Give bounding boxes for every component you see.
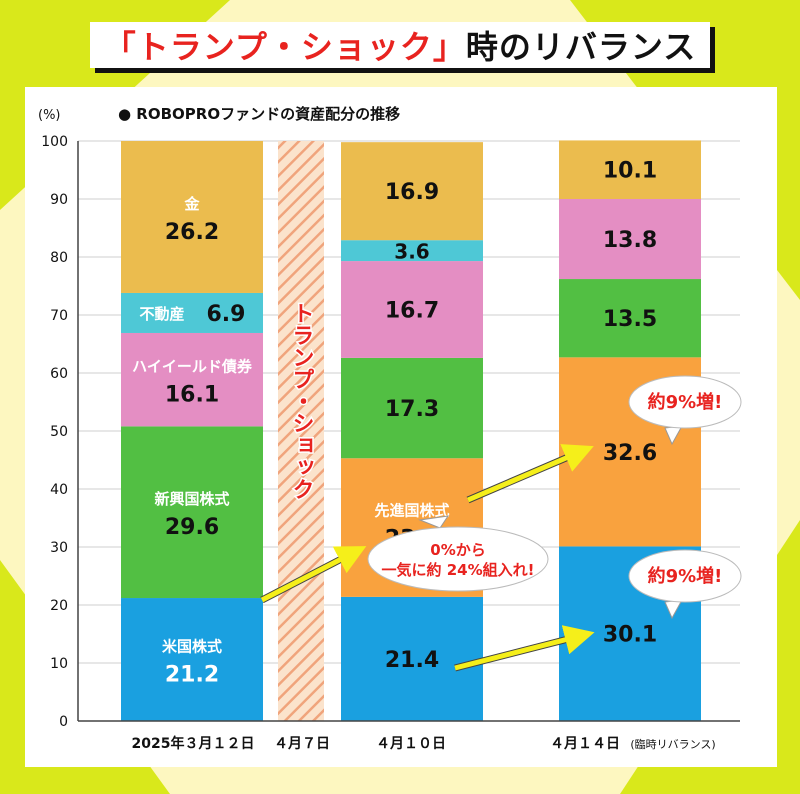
y-tick-label-30: 30 <box>50 540 68 556</box>
value-label-2-5: 10.1 <box>603 159 657 184</box>
y-axis-unit-label: (%) <box>38 108 61 123</box>
value-labels: 米国株式 21.2 新興国株式 29.6 ハイイールド債券 16.1 不動産 6.9 金 26.2… <box>132 159 657 688</box>
y-axis-ticks: 0 10 20 30 40 50 60 70 80 90 100 <box>41 134 68 730</box>
series-name-1-1: 先進国株式 <box>374 502 449 520</box>
value-label-1-4: 3.6 <box>394 240 429 264</box>
y-tick-label-100: 100 <box>41 134 68 150</box>
event-band <box>278 141 324 721</box>
value-label-0-3: 16.1 <box>165 383 219 408</box>
callout-1: 約9%増! <box>628 375 742 446</box>
bar-segment-0-2 <box>121 426 263 599</box>
callout-text-1-0: 約9%増! <box>648 391 723 413</box>
bar-segment-0-5 <box>121 141 263 293</box>
callout-bubble-0 <box>367 526 549 592</box>
value-label-2-3: 13.8 <box>603 228 657 253</box>
callout-text-0-1: 一気に約 24%組入れ! <box>382 561 535 579</box>
x-axis-labels: 2025年３月１２日 ４月７日 ４月１０日 ４月１４日 (臨時リバランス) <box>132 735 716 752</box>
arrow-2 <box>454 625 595 671</box>
arrow-1 <box>467 444 594 503</box>
value-label-2-0: 30.1 <box>603 623 657 648</box>
arrows <box>260 444 595 672</box>
subtitle: ● ROBOPROファンドの資産配分の推移 <box>118 105 400 123</box>
bar-segment-2-5 <box>559 140 701 199</box>
bar-segment-0-4 <box>121 292 263 333</box>
callout-tail-0 <box>418 515 450 529</box>
callout-text-0-0: 0%から <box>430 541 485 559</box>
y-tick-label-0: 0 <box>59 714 68 730</box>
bar-segment-1-2 <box>341 357 483 459</box>
series-name-0-4: 不動産 <box>139 305 184 323</box>
value-label-1-5: 16.9 <box>385 180 439 205</box>
y-tick-label-90: 90 <box>50 192 68 208</box>
x-tick-label-0: 2025年３月１２日 <box>132 735 255 752</box>
bar-segment-1-0 <box>341 596 483 721</box>
y-tick-label-80: 80 <box>50 250 68 266</box>
title-black-part: 時のリバランス <box>465 28 697 66</box>
value-label-1-0: 21.4 <box>385 648 439 673</box>
y-tick-label-70: 70 <box>50 308 68 324</box>
x-tick-label-1: ４月１０日 <box>376 736 446 752</box>
bar-segment-0-0 <box>121 598 263 721</box>
title-red-part: 「トランプ・ショック」 <box>103 28 466 66</box>
bar-segment-0-3 <box>121 332 263 427</box>
series-name-0-3: ハイイールド債券 <box>132 358 253 376</box>
y-tick-label-20: 20 <box>50 598 68 614</box>
value-label-0-5: 26.2 <box>165 220 219 245</box>
y-tick-label-40: 40 <box>50 482 68 498</box>
series-name-0-2: 新興国株式 <box>154 490 229 508</box>
bar-segment-1-5 <box>341 142 483 241</box>
x-tick-note: (臨時リバランス) <box>630 738 715 751</box>
callout-bubble-2 <box>628 549 742 603</box>
value-label-0-2: 29.6 <box>165 515 219 540</box>
value-label-1-3: 16.7 <box>385 298 439 323</box>
series-name-0-5: 金 <box>183 195 200 213</box>
value-label-1-2: 17.3 <box>385 397 439 422</box>
bar-segment-1-4 <box>341 240 483 262</box>
y-tick-label-50: 50 <box>50 424 68 440</box>
callout-text-2-0: 約9%増! <box>648 565 723 587</box>
series-name-0-0: 米国株式 <box>162 638 222 656</box>
chart-title: 「トランプ・ショック」 時のリバランス <box>90 22 710 68</box>
bar-segment-2-2 <box>559 279 701 358</box>
callout-2: 約9%増! <box>628 549 742 620</box>
value-label-2-2: 13.5 <box>603 307 657 332</box>
x-tick-label-event: ４月７日 <box>274 736 330 752</box>
value-label-0-0: 21.2 <box>165 663 219 688</box>
callout-bubble-1 <box>628 375 742 429</box>
y-tick-label-60: 60 <box>50 366 68 382</box>
event-label: トランプ・ショック <box>289 302 314 500</box>
bar-segment-2-3 <box>559 199 701 280</box>
value-label-2-1: 32.6 <box>603 441 657 466</box>
y-tick-label-10: 10 <box>50 656 68 672</box>
arrow-0 <box>260 546 367 603</box>
value-label-0-4: 6.9 <box>207 302 246 327</box>
x-tick-label-2: ４月１４日 <box>550 736 620 752</box>
bar-segment-1-3 <box>341 261 483 358</box>
